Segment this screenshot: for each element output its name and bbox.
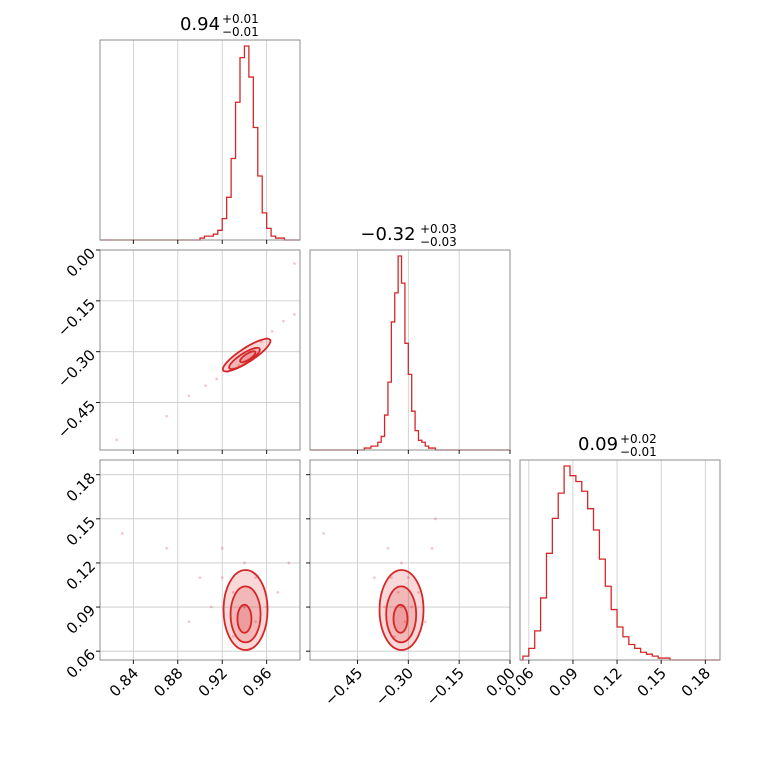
panels-layer: 0.06 0.09 0.12 0.15 0.18−0.45−0.30−0.150.000… [54,39,721,709]
scatter-point [120,532,124,535]
x-tick-label: 0.15 [634,664,670,700]
contour-level-2 [239,350,257,364]
scatter-point [423,620,427,624]
histogram-line [520,465,720,661]
scatter-point [270,329,274,333]
scatter-point [434,517,437,521]
panel-frame [519,459,721,661]
scatter-point [231,590,235,594]
scatter-point [396,590,400,594]
contour-level-0 [378,569,425,651]
y-tick-label: 0.18 [63,469,99,505]
scatter-panel-0: −0.45 −0.30 −0.15 0.00 [54,244,301,454]
histogram-panel-0 [99,39,301,244]
y-tick-label: −0.30 [54,346,99,391]
y-tick-label: 0.00 [63,244,99,280]
scatter-point [322,532,325,535]
scatter-point [187,620,191,624]
scatter-point [403,620,407,624]
histogram-line [100,45,300,241]
scatter-point [115,438,119,442]
scatter-point [393,635,397,638]
scatter-point [406,576,410,580]
x-tick-label: 0.12 [590,664,626,700]
scatter-point [165,414,169,418]
scatter-point [198,576,202,580]
scatter-point [254,620,257,624]
y-tick-label: 0.09 [63,601,99,637]
scatter-point [410,605,414,609]
x-tick-label: −0.45 [321,664,366,709]
scatter-point [287,561,291,565]
title-param-0-minus: −0.01 [222,25,259,39]
scatter-point [254,576,257,580]
title-param-1: −0.32 [360,224,415,245]
panel-frame [309,459,511,661]
scatter-point [276,590,280,594]
contour-level-2 [236,603,253,634]
x-tick-label: 0.96 [239,664,275,700]
title-param-2: 0.09 [578,434,618,455]
scatter-point [389,576,393,580]
histogram-panel-2: 0.06 0.09 0.12 0.15 0.18 [501,459,721,700]
panel-frame [99,39,301,241]
title-param-1-minus: −0.03 [420,235,457,249]
panel-frame [309,249,511,451]
x-tick-label: 0.88 [150,664,186,700]
scatter-point [215,377,219,381]
title-param-1-plus: +0.03 [420,222,457,236]
contour-level-0 [222,569,269,651]
y-tick-label: −0.15 [54,295,99,340]
scatter-point [400,561,403,565]
x-tick-label: 0.09 [545,664,581,700]
scatter-point [209,605,213,609]
scatter-panel-2: −0.45 −0.30 −0.15 0.00 [306,459,519,709]
scatter-point [187,394,191,398]
scatter-point [373,576,376,580]
scatter-point [231,635,235,638]
scatter-point [281,319,285,323]
y-tick-label: 0.15 [63,513,99,549]
x-tick-label: 0.92 [195,664,231,700]
scatter-point [400,605,403,609]
title-param-2-plus: +0.02 [620,432,657,446]
scatter-point [220,546,224,550]
title-param-2-minus: −0.01 [620,445,657,459]
title-param-0: 0.94 [180,14,220,35]
contour-level-1 [385,585,418,644]
x-tick-label: 0.18 [678,664,714,700]
histogram-panel-1 [309,249,511,454]
scatter-point [220,576,224,580]
scatter-panel-1: 0.84 0.88 0.92 0.96 0.06 0.09 0.12 0.15 0.18 [63,459,301,700]
panel-frame [99,459,301,661]
scatter-point [430,546,434,550]
y-tick-label: −0.45 [54,397,99,442]
contour-level-2 [392,603,409,634]
scatter-point [383,605,386,609]
x-tick-label: −0.30 [372,664,417,709]
x-tick-label: −0.15 [423,664,468,709]
scatter-point [293,262,296,265]
x-tick-label: 0.84 [106,664,142,700]
scatter-point [386,546,390,550]
scatter-point [293,313,296,316]
panel-frame [99,249,301,451]
scatter-point [243,561,246,565]
scatter-point [243,605,246,609]
title-param-0-plus: +0.01 [222,12,259,26]
scatter-point [204,384,207,387]
contour-level-1 [229,585,262,644]
y-tick-label: 0.12 [63,557,99,593]
scatter-point [165,546,169,550]
y-tick-label: 0.06 [63,646,99,682]
histogram-line [310,255,510,451]
contour-level-1 [228,346,261,371]
scatter-point [417,590,420,594]
